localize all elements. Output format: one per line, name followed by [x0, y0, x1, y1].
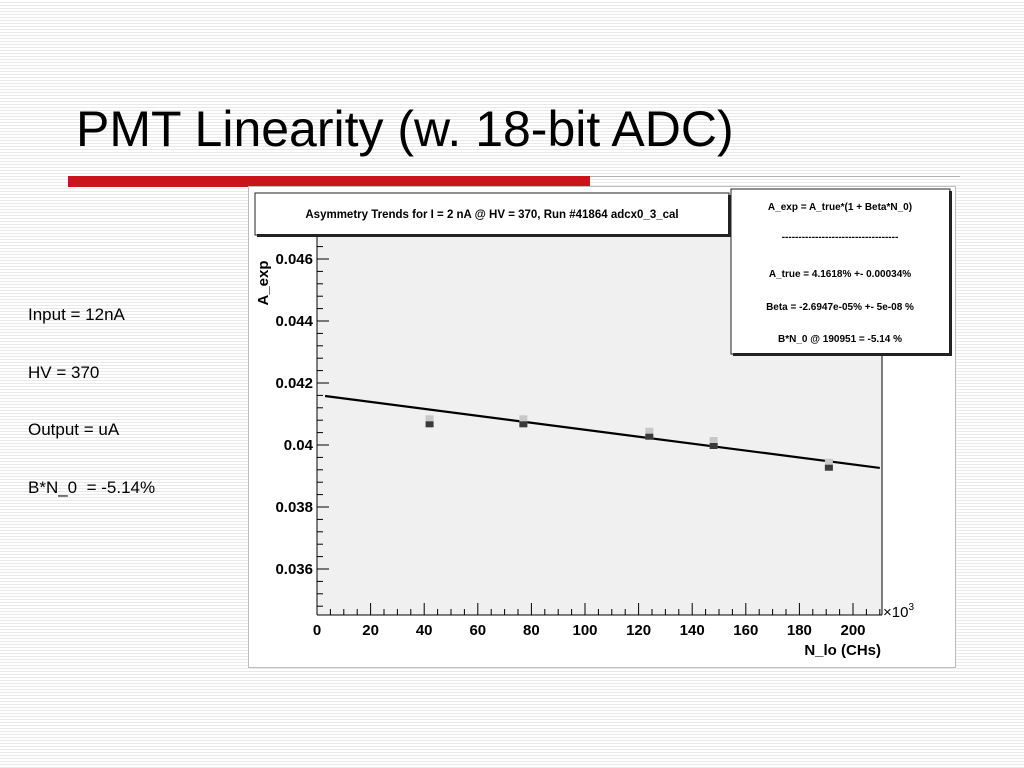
y-tick-label: 0.046 [275, 251, 313, 268]
stats-box [730, 188, 951, 355]
slide-title: PMT Linearity (w. 18-bit ADC) [76, 101, 734, 157]
y-tick-label: 0.036 [275, 561, 313, 578]
data-point [709, 443, 718, 449]
stats-box-shadow-side [949, 191, 952, 356]
y-tick-label: 0.04 [284, 437, 314, 454]
y-tick-label: 0.038 [275, 499, 313, 516]
axis-layer: 0 20 40 60 80 100 120 140 160 180 200 0.036 0.038 0.0… [275, 235, 883, 639]
plot-title: Asymmetry Trends for I = 2 nA @ HV = 370… [305, 209, 678, 221]
data-point-spread [425, 415, 434, 428]
x-tick-label: 140 [680, 622, 705, 639]
data-layer [324, 394, 880, 471]
stats-box-shadow [733, 353, 952, 356]
title-accent-bar [68, 176, 590, 187]
y-tick-label: 0.044 [275, 313, 313, 330]
x-axis-multiplier: ×103 [883, 602, 914, 621]
parameter-list: Input = 12nA HV = 370 Output = uA B*N_0 … [28, 305, 155, 535]
x-tick-label: 200 [840, 622, 865, 639]
data-point [824, 464, 833, 471]
y-tick-label: 0.042 [275, 375, 313, 392]
stats-beta: Beta = -2.6947e-05% +- 5e-08 % [766, 302, 914, 313]
x-tick-label: 100 [572, 622, 597, 639]
chart-canvas: 0 20 40 60 80 100 120 140 160 180 200 0.036 0.038 0.0… [248, 186, 956, 668]
stats-separator: ----------------------------------- [782, 232, 899, 243]
data-point [645, 433, 654, 440]
bullet-output: Output = uA [28, 420, 120, 439]
x-tick-label: 60 [469, 622, 486, 639]
stats-formula: A_exp = A_true*(1 + Beta*N_0) [768, 202, 912, 213]
x-tick-label: 120 [626, 622, 651, 639]
x-tick-label: 80 [523, 622, 540, 639]
chart-svg: 0 20 40 60 80 100 120 140 160 180 200 0.036 0.038 0.0… [249, 187, 955, 667]
plot-title-box-shadow-side [728, 195, 731, 237]
x-tick-label: 180 [787, 622, 812, 639]
plot-title-box-shadow [257, 234, 731, 237]
x-tick-label: 160 [733, 622, 758, 639]
bullet-hv: HV = 370 [28, 362, 100, 382]
stats-a-true: A_true = 4.1618% +- 0.00034% [769, 269, 911, 280]
data-point [425, 421, 434, 428]
data-point-spread [519, 415, 528, 428]
fit-line [324, 394, 880, 470]
x-tick-label: 20 [362, 622, 379, 639]
stats-bn0: B*N_0 @ 190951 = -5.14 % [778, 334, 902, 345]
data-point [519, 421, 528, 428]
plot-title-box [254, 192, 730, 236]
bullet-input-current: Input = 12nA [28, 305, 125, 324]
y-axis-label: A_exp [255, 260, 272, 305]
x-axis-label: N_lo (CHs) [804, 642, 881, 659]
bullet-bn0: B*N_0 = -5.14% [28, 477, 156, 497]
x-tick-label: 0 [313, 622, 321, 639]
x-tick-label: 40 [416, 622, 433, 639]
